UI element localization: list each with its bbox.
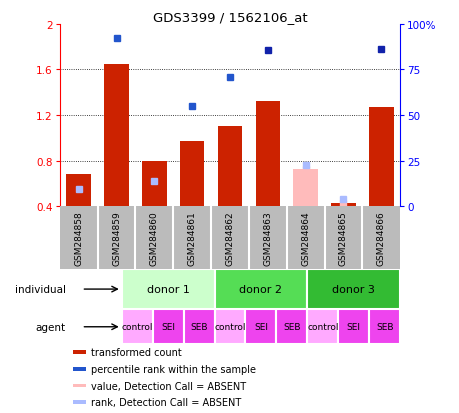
Text: GSM284858: GSM284858 — [74, 211, 83, 265]
Text: GSM284860: GSM284860 — [150, 211, 158, 265]
Text: control: control — [121, 323, 152, 332]
Bar — [337, 310, 369, 344]
Text: SEI: SEI — [161, 323, 175, 332]
Bar — [183, 310, 214, 344]
Bar — [330, 203, 355, 207]
Text: GSM284863: GSM284863 — [263, 211, 272, 265]
Text: GSM284859: GSM284859 — [112, 211, 121, 265]
Text: GSM284866: GSM284866 — [376, 211, 385, 265]
Bar — [214, 310, 245, 344]
Text: SEB: SEB — [375, 323, 392, 332]
Text: SEB: SEB — [190, 323, 207, 332]
Bar — [73, 350, 85, 354]
Bar — [293, 169, 317, 207]
Bar — [368, 108, 393, 207]
Text: GSM284862: GSM284862 — [225, 211, 234, 265]
Bar — [369, 310, 399, 344]
Text: donor 2: donor 2 — [239, 285, 282, 294]
Bar — [179, 142, 204, 207]
Bar — [255, 102, 280, 207]
Bar — [276, 310, 307, 344]
Text: SEI: SEI — [253, 323, 267, 332]
Bar — [122, 310, 152, 344]
Text: GSM284861: GSM284861 — [187, 211, 196, 265]
Text: GSM284865: GSM284865 — [338, 211, 347, 265]
Bar — [245, 310, 276, 344]
Bar — [152, 310, 183, 344]
Bar — [73, 401, 85, 404]
Text: donor 3: donor 3 — [331, 285, 375, 294]
Bar — [122, 269, 214, 310]
Bar — [214, 269, 307, 310]
Bar — [104, 64, 129, 207]
Bar — [73, 367, 85, 371]
Text: value, Detection Call = ABSENT: value, Detection Call = ABSENT — [91, 381, 246, 391]
Text: SEB: SEB — [283, 323, 300, 332]
Text: rank, Detection Call = ABSENT: rank, Detection Call = ABSENT — [91, 397, 241, 407]
Title: GDS3399 / 1562106_at: GDS3399 / 1562106_at — [152, 11, 307, 24]
Text: control: control — [307, 323, 338, 332]
Bar — [73, 384, 85, 387]
Bar — [307, 269, 399, 310]
Text: control: control — [214, 323, 245, 332]
Bar — [142, 161, 166, 207]
Bar — [217, 127, 242, 207]
Bar — [66, 175, 91, 207]
Text: percentile rank within the sample: percentile rank within the sample — [91, 364, 256, 374]
Text: donor 1: donor 1 — [146, 285, 189, 294]
Text: SEI: SEI — [346, 323, 360, 332]
Text: agent: agent — [36, 322, 66, 332]
Bar — [307, 310, 337, 344]
Text: GSM284864: GSM284864 — [301, 211, 309, 265]
Text: individual: individual — [15, 285, 66, 294]
Text: transformed count: transformed count — [91, 347, 181, 357]
